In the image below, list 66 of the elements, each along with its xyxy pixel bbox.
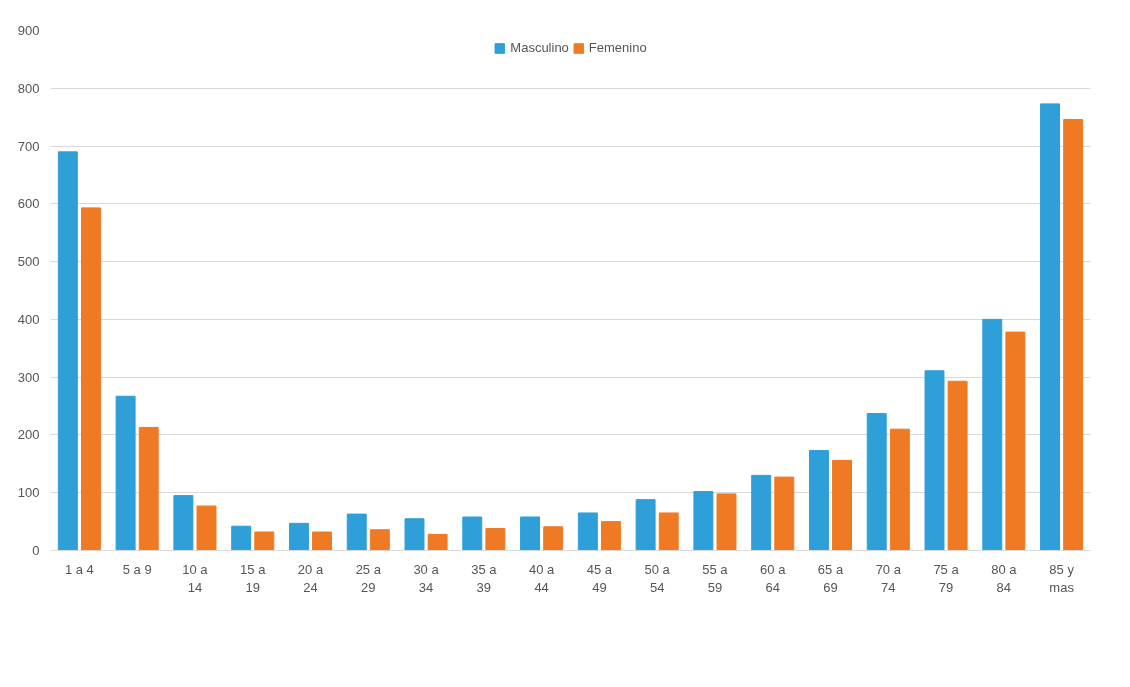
bar — [1063, 118, 1084, 551]
bar — [889, 428, 910, 551]
bar — [751, 474, 772, 551]
x-tick-label: 85 y mas — [1049, 561, 1075, 595]
bar — [947, 380, 968, 551]
x-tick-label: 35 a 39 — [471, 561, 498, 595]
bar — [982, 318, 1003, 551]
bar — [520, 516, 541, 551]
bar — [173, 495, 194, 551]
bar — [1005, 331, 1026, 551]
y-tick-label: 700 — [17, 138, 40, 154]
bar — [312, 531, 333, 551]
bar — [577, 512, 598, 551]
bar — [138, 426, 159, 551]
y-tick-label: 500 — [17, 254, 40, 270]
x-tick-label: 40 a 44 — [528, 561, 556, 595]
x-tick-label: 30 a 34 — [413, 561, 440, 595]
bar — [462, 516, 483, 551]
bar — [808, 450, 829, 551]
bar — [716, 493, 737, 551]
x-tick-label: 65 a 69 — [817, 561, 844, 595]
x-tick-label: 80 a 84 — [991, 561, 1018, 595]
bar — [866, 413, 887, 551]
bar — [600, 521, 621, 551]
bar — [1040, 103, 1061, 551]
legend-label: Femenino — [588, 40, 647, 55]
bar — [924, 370, 945, 551]
bar — [196, 505, 217, 551]
x-tick-label: 1 a 4 — [64, 561, 94, 577]
x-tick-label: 70 a 74 — [875, 561, 902, 595]
x-tick-label: 45 a 49 — [586, 561, 613, 595]
bar — [115, 395, 136, 551]
y-tick-label: 800 — [17, 80, 40, 96]
legend-label: Masculino — [510, 40, 569, 55]
bar — [57, 151, 78, 551]
x-tick-label: 15 a 19 — [240, 561, 267, 595]
x-tick-label: 75 a 79 — [933, 561, 960, 595]
bar — [635, 499, 656, 551]
x-tick-label: 5 a 9 — [122, 561, 152, 577]
y-tick-label: 600 — [17, 196, 40, 212]
bar — [404, 518, 425, 551]
x-tick-label: 50 a 54 — [644, 561, 671, 595]
bar — [693, 491, 714, 551]
y-tick-label: 300 — [17, 369, 40, 385]
x-tick-label: 25 a 29 — [355, 561, 382, 595]
y-tick-label: 400 — [17, 311, 40, 327]
bar — [485, 528, 506, 551]
bar — [658, 512, 679, 551]
y-tick-label: 100 — [17, 485, 40, 501]
x-tick-label: 20 a 24 — [297, 561, 324, 595]
bar — [231, 525, 252, 551]
bar — [80, 207, 101, 551]
y-tick-label: 900 — [17, 23, 40, 38]
x-tick-label: 55 a 59 — [702, 561, 729, 595]
x-tick-label: 60 a 64 — [760, 561, 787, 595]
bar — [427, 533, 448, 551]
bar — [543, 526, 564, 551]
bar — [288, 522, 309, 551]
bar — [774, 476, 795, 551]
bar — [346, 513, 367, 551]
bar — [254, 531, 275, 551]
bar — [369, 529, 390, 551]
y-tick-label: 0 — [32, 543, 40, 558]
y-tick-label: 200 — [17, 427, 40, 443]
bar — [832, 459, 853, 551]
x-tick-label: 10 a 14 — [182, 561, 209, 595]
